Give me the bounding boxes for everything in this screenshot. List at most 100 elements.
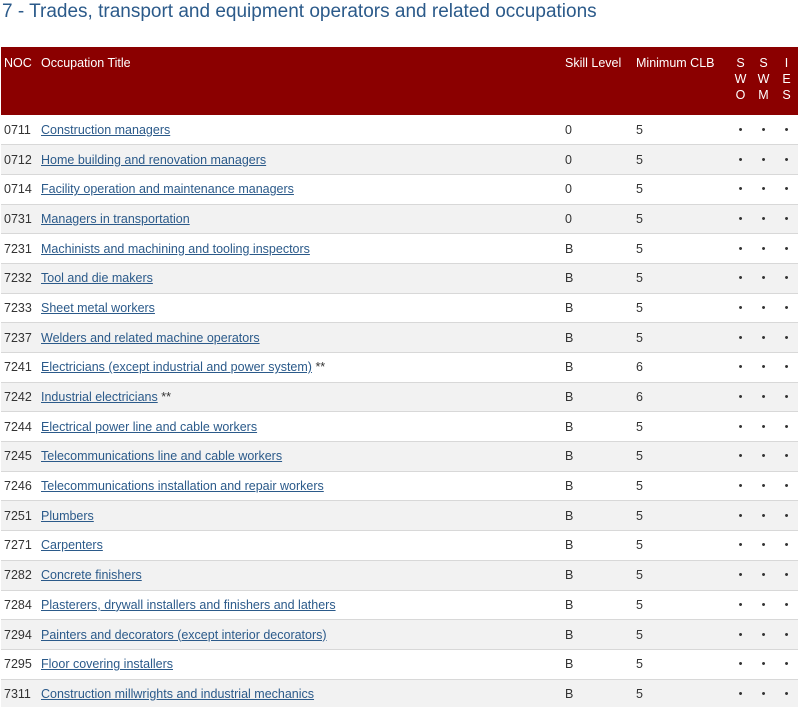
skill-level: B [565,330,574,345]
noc-code: 0731 [4,211,32,226]
occupation-link[interactable]: Construction managers [41,122,171,137]
header-swo-letter: W [734,72,747,86]
occupation-cell: Plumbers [41,501,565,531]
table-row: 0712 Home building and renovation manage… [1,144,798,175]
occupation-link[interactable]: Plumbers [41,508,94,523]
occupation-link[interactable]: Electricians (except industrial and powe… [41,360,312,375]
swm-flag: • [761,391,766,404]
table-row: 0731 Managers in transportation 0 5 • • … [1,204,798,234]
swo-flag: • [738,658,743,671]
ies-flag: • [784,331,789,344]
header-minimum-clb: Minimum CLB [636,56,715,70]
swm-flag: • [761,569,766,582]
header-noc: NOC [4,56,32,70]
occupation-cell: Facility operation and maintenance manag… [41,174,565,204]
table-row: 0711 Construction managers 0 5 • • • [1,115,798,145]
occupation-cell: Floor covering installers [41,649,565,679]
header-ies-letter: S [782,88,791,102]
minimum-clb: 5 [636,686,643,701]
swo-flag: • [738,242,743,255]
table-row: 7241 Electricians (except industrial and… [1,353,798,383]
occupation-marker: ** [315,360,326,375]
swo-flag: • [738,391,743,404]
occupation-link[interactable]: Managers in transportation [41,211,190,226]
table-row: 7295 Floor covering installers B 5 • • • [1,649,798,680]
swm-flag: • [761,361,766,374]
occupation-link[interactable]: Tool and die makers [41,271,153,286]
ies-flag: • [784,569,789,582]
minimum-clb: 5 [636,152,643,167]
occupation-cell: Electrical power line and cable workers [41,412,565,442]
swm-flag: • [761,420,766,433]
occupation-link[interactable]: Industrial electricians [41,390,158,405]
ies-flag: • [784,450,789,463]
occupation-link[interactable]: Painters and decorators (except interior… [41,627,327,642]
minimum-clb: 5 [636,627,643,642]
occupation-link[interactable]: Welders and related machine operators [41,330,260,345]
noc-code: 7246 [4,479,32,494]
swm-flag: • [761,687,766,700]
ies-flag: • [784,598,789,611]
skill-level: B [565,597,574,612]
ies-flag: • [784,687,789,700]
header-swo: S W O [729,47,752,115]
swo-flag: • [738,509,743,522]
minimum-clb: 5 [636,449,643,464]
occupation-link[interactable]: Machinists and machining and tooling ins… [41,241,310,256]
occupation-link[interactable]: Telecommunications installation and repa… [41,479,324,494]
occupation-link[interactable]: Sheet metal workers [41,300,155,315]
minimum-clb: 6 [636,390,643,405]
skill-level: B [565,360,574,375]
ies-flag: • [784,301,789,314]
skill-level: B [565,568,574,583]
minimum-clb: 5 [636,241,643,256]
table-row: 7284 Plasterers, drywall installers and … [1,590,798,620]
swm-flag: • [761,212,766,225]
occupation-cell: Plasterers, drywall installers and finis… [41,590,565,620]
ies-flag: • [784,480,789,493]
minimum-clb: 5 [636,568,643,583]
swo-flag: • [738,480,743,493]
skill-level: B [565,686,574,701]
minimum-clb: 5 [636,271,643,286]
swo-flag: • [738,212,743,225]
occupation-cell: Machinists and machining and tooling ins… [41,234,565,264]
occupation-cell: Telecommunications line and cable worker… [41,442,565,472]
ies-flag: • [784,628,789,641]
occupation-link[interactable]: Electrical power line and cable workers [41,419,258,434]
minimum-clb: 5 [636,419,643,434]
swo-flag: • [738,420,743,433]
occupation-link[interactable]: Telecommunications line and cable worker… [41,449,283,464]
ies-flag: • [784,212,789,225]
occupation-link[interactable]: Carpenters [41,538,103,553]
occupation-link[interactable]: Construction millwrights and industrial … [41,686,315,701]
occupation-cell: Painters and decorators (except interior… [41,620,565,650]
swm-flag: • [761,509,766,522]
minimum-clb: 5 [636,508,643,523]
page-title: 7 - Trades, transport and equipment oper… [2,1,597,22]
table-row: 7231 Machinists and machining and toolin… [1,234,798,264]
header-occupation-title: Occupation Title [41,56,131,70]
minimum-clb: 5 [636,538,643,553]
swo-flag: • [738,361,743,374]
occupation-link[interactable]: Concrete finishers [41,568,142,583]
occupation-link[interactable]: Floor covering installers [41,657,173,672]
occupation-link[interactable]: Home building and renovation managers [41,152,267,167]
noc-code: 7295 [4,657,32,672]
occupation-link[interactable]: Plasterers, drywall installers and finis… [41,597,336,612]
minimum-clb: 5 [636,211,643,226]
occupation-cell: Telecommunications installation and repa… [41,471,565,501]
table-row: 7232 Tool and die makers B 5 • • • [1,263,798,294]
occupation-cell: Concrete finishers [41,560,565,590]
minimum-clb: 5 [636,182,643,197]
ies-flag: • [784,123,789,136]
swo-flag: • [738,153,743,166]
table-row: 7237 Welders and related machine operato… [1,322,798,353]
occupation-link[interactable]: Facility operation and maintenance manag… [41,182,294,197]
noc-code: 7282 [4,568,32,583]
table-row: 7282 Concrete finishers B 5 • • • [1,560,798,590]
swm-flag: • [761,272,766,285]
swm-flag: • [761,183,766,196]
ies-flag: • [784,361,789,374]
noc-code: 7284 [4,597,32,612]
